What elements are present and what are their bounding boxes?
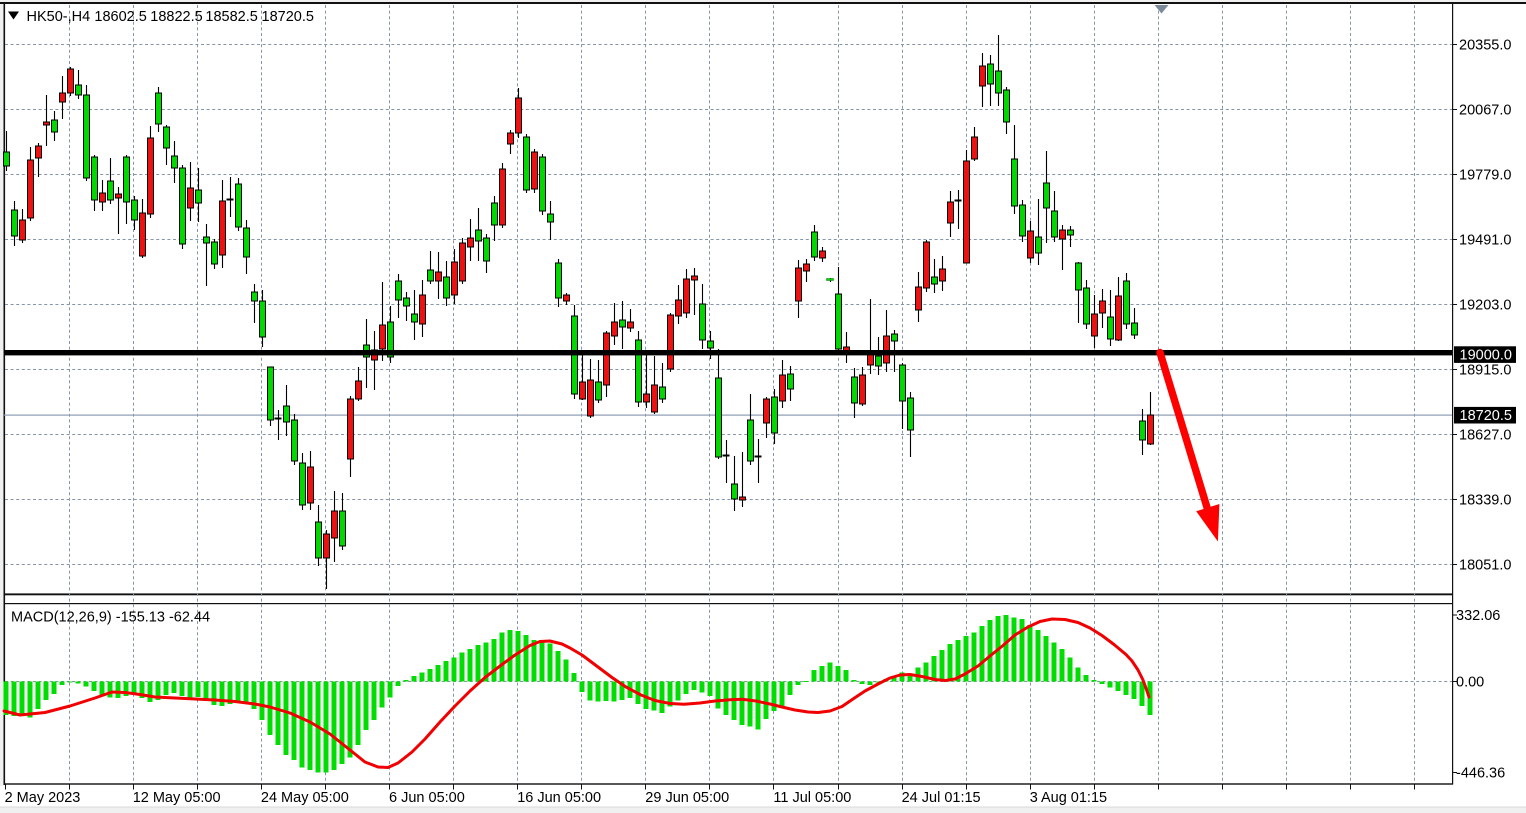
- svg-text:18915.0: 18915.0: [1459, 362, 1511, 378]
- svg-text:24 Jul 01:15: 24 Jul 01:15: [902, 790, 981, 806]
- svg-text:18720.5: 18720.5: [1460, 408, 1512, 424]
- svg-text:19779.0: 19779.0: [1459, 167, 1511, 183]
- svg-text:18582.5: 18582.5: [205, 9, 257, 25]
- svg-text:18602.5: 18602.5: [94, 9, 146, 25]
- svg-text:0.00: 0.00: [1456, 675, 1484, 691]
- svg-text:18822.5: 18822.5: [150, 9, 202, 25]
- svg-text:19000.0: 19000.0: [1460, 348, 1512, 364]
- svg-text:19203.0: 19203.0: [1459, 297, 1511, 313]
- svg-text:18720.5: 18720.5: [262, 9, 314, 25]
- svg-text:18339.0: 18339.0: [1459, 492, 1511, 508]
- svg-text:6 Jun 05:00: 6 Jun 05:00: [389, 790, 465, 806]
- svg-text:20355.0: 20355.0: [1459, 37, 1511, 53]
- svg-text:18051.0: 18051.0: [1459, 557, 1511, 573]
- svg-text:3 Aug 01:15: 3 Aug 01:15: [1030, 790, 1107, 806]
- svg-text:20067.0: 20067.0: [1459, 102, 1511, 118]
- svg-text:12 May 05:00: 12 May 05:00: [133, 790, 221, 806]
- svg-text:19491.0: 19491.0: [1459, 232, 1511, 248]
- svg-text:332.06: 332.06: [1456, 608, 1500, 624]
- svg-text:11 Jul 05:00: 11 Jul 05:00: [773, 790, 851, 806]
- svg-text:2 May 2023: 2 May 2023: [5, 790, 81, 806]
- svg-text:24 May 05:00: 24 May 05:00: [261, 790, 349, 806]
- svg-text:-446.36: -446.36: [1456, 766, 1505, 782]
- svg-text:18627.0: 18627.0: [1459, 427, 1511, 443]
- svg-text:29 Jun 05:00: 29 Jun 05:00: [645, 790, 729, 806]
- svg-text:HK50-,H4: HK50-,H4: [27, 9, 91, 25]
- svg-text:MACD(12,26,9) -155.13 -62.44: MACD(12,26,9) -155.13 -62.44: [11, 610, 210, 626]
- svg-text:16 Jun 05:00: 16 Jun 05:00: [517, 790, 601, 806]
